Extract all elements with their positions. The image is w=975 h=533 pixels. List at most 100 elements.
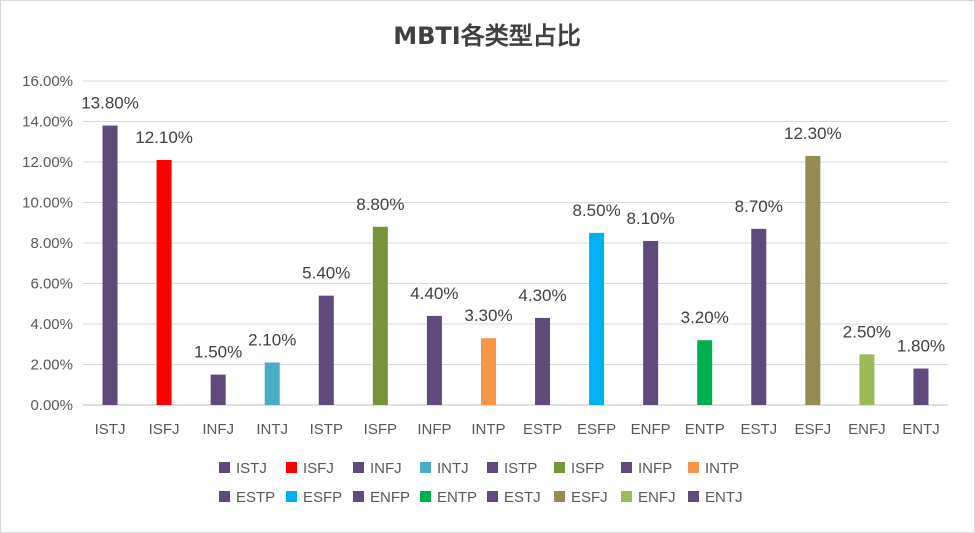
legend-label: INFP <box>638 460 672 477</box>
legend-swatch <box>688 462 699 473</box>
data-label-isfp: 8.80% <box>356 195 404 214</box>
data-label-estp: 4.30% <box>518 286 566 305</box>
legend-label: ENTJ <box>705 489 743 506</box>
x-tick-label: INTJ <box>256 421 288 438</box>
data-label-intj: 2.10% <box>248 330 296 349</box>
legend-label: ENFJ <box>638 489 676 506</box>
data-label-enfp: 8.10% <box>627 209 675 228</box>
x-tick-label: INFP <box>417 421 451 438</box>
legend-swatch <box>554 491 565 502</box>
legend-swatch <box>621 462 632 473</box>
legend-label: ESTJ <box>504 489 541 506</box>
legend-item-intp: INTP <box>688 460 739 477</box>
legend-label: INTJ <box>437 460 469 477</box>
legend-swatch <box>621 491 632 502</box>
legend-item-isfj: ISFJ <box>286 460 334 477</box>
bar-isfj <box>156 159 172 405</box>
legend-label: ENFP <box>370 489 410 506</box>
x-tick-label: INTP <box>471 421 505 438</box>
bar-enfp <box>643 240 659 405</box>
x-tick-label: ESTP <box>523 421 562 438</box>
data-label-istj: 13.80% <box>81 94 139 113</box>
x-tick-label: ENTJ <box>902 421 940 438</box>
legend-swatch <box>219 491 230 502</box>
data-label-infp: 4.40% <box>410 284 458 303</box>
chart-title: MBTI各类型占比 <box>393 22 580 50</box>
legend-item-enfj: ENFJ <box>621 489 676 506</box>
x-tick-label: ESFJ <box>795 421 832 438</box>
legend-label: ISFJ <box>303 460 334 477</box>
bar-esfp <box>589 232 605 405</box>
x-tick-label: ISFP <box>364 421 397 438</box>
legend-swatch <box>219 462 230 473</box>
legend-swatch <box>286 491 297 502</box>
data-label-estj: 8.70% <box>735 197 783 216</box>
bar-entj <box>913 368 929 405</box>
y-axis-ticks: 0.00% 2.00% 4.00% 6.00% 8.00% 10.00% 12.00% 14.… <box>22 73 73 414</box>
legend-item-istp: ISTP <box>487 460 537 477</box>
legend-item-enfp: ENFP <box>353 489 410 506</box>
legend-swatch <box>420 462 431 473</box>
y-tick-label: 4.00% <box>30 316 73 333</box>
legend-item-esfj: ESFJ <box>554 489 608 506</box>
bar-estp <box>535 317 551 405</box>
data-label-entp: 3.20% <box>681 308 729 327</box>
legend-swatch <box>353 491 364 502</box>
x-tick-label: ISTJ <box>95 421 126 438</box>
data-label-enfj: 2.50% <box>843 322 891 341</box>
gridlines <box>83 80 948 406</box>
data-label-entj: 1.80% <box>897 337 945 356</box>
legend-item-isfp: ISFP <box>554 460 604 477</box>
legend-label: ISFP <box>571 460 604 477</box>
legend-swatch <box>487 462 498 473</box>
y-tick-label: 10.00% <box>22 195 73 212</box>
legend-label: ENTP <box>437 489 477 506</box>
legend-label: INFJ <box>370 460 402 477</box>
legend-swatch <box>353 462 364 473</box>
legend-label: ESFP <box>303 489 342 506</box>
legend-item-istj: ISTJ <box>219 460 267 477</box>
x-axis-ticks: ISTJ ISFJ INFJ INTJ ISTP ISFP INFP INTP ESTP ESFP… <box>95 421 940 438</box>
legend-item-entp: ENTP <box>420 489 477 506</box>
x-tick-label: ENFJ <box>848 421 886 438</box>
x-tick-label: INFJ <box>202 421 234 438</box>
data-label-intp: 3.30% <box>464 306 512 325</box>
legend: ISTJ ISFJ INFJ INTJ ISTP ISFP INFP INTP ESTP ESFP… <box>219 460 743 506</box>
legend-swatch <box>688 491 699 502</box>
data-label-istp: 5.40% <box>302 264 350 283</box>
x-tick-label: ENFP <box>631 421 671 438</box>
bar-esfj <box>805 155 821 405</box>
x-tick-label: ISTP <box>310 421 343 438</box>
legend-swatch <box>286 462 297 473</box>
x-tick-label: ESFP <box>577 421 616 438</box>
legend-item-entj: ENTJ <box>688 489 743 506</box>
legend-item-estj: ESTJ <box>487 489 541 506</box>
legend-item-esfp: ESFP <box>286 489 342 506</box>
data-label-infj: 1.50% <box>194 343 242 362</box>
y-tick-label: 0.00% <box>30 397 73 414</box>
y-tick-label: 12.00% <box>22 154 73 171</box>
data-labels: 13.80% 12.10% 1.50% 2.10% 5.40% 8.80% 4.40% 3.3… <box>81 94 945 362</box>
legend-label: ESFJ <box>571 489 608 506</box>
y-tick-label: 2.00% <box>30 357 73 374</box>
bar-infj <box>210 374 226 405</box>
data-label-isfj: 12.10% <box>135 128 193 147</box>
data-label-esfp: 8.50% <box>572 201 620 220</box>
legend-item-estp: ESTP <box>219 489 275 506</box>
y-tick-label: 14.00% <box>22 114 73 131</box>
bars <box>102 125 929 406</box>
legend-label: ISTP <box>504 460 537 477</box>
y-tick-label: 6.00% <box>30 276 73 293</box>
bar-intp <box>480 338 496 405</box>
legend-label: ISTJ <box>236 460 267 477</box>
legend-item-infp: INFP <box>621 460 672 477</box>
bar-istp <box>318 295 334 405</box>
bar-enfj <box>859 354 875 405</box>
bar-intj <box>264 362 280 405</box>
bar-estj <box>751 228 767 405</box>
legend-item-intj: INTJ <box>420 460 469 477</box>
x-tick-label: ESTJ <box>740 421 777 438</box>
bar-entp <box>697 340 713 405</box>
x-tick-label: ISFJ <box>149 421 180 438</box>
x-tick-label: ENTP <box>685 421 725 438</box>
